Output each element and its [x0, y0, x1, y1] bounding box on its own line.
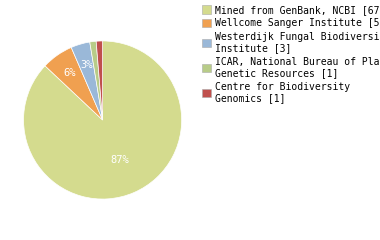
Wedge shape [24, 41, 182, 199]
Wedge shape [90, 41, 103, 120]
Legend: Mined from GenBank, NCBI [67], Wellcome Sanger Institute [5], Westerdijk Fungal : Mined from GenBank, NCBI [67], Wellcome … [203, 5, 380, 103]
Text: 87%: 87% [111, 155, 129, 165]
Wedge shape [71, 42, 103, 120]
Text: 6%: 6% [64, 68, 76, 78]
Wedge shape [96, 41, 103, 120]
Text: 3%: 3% [80, 60, 93, 70]
Wedge shape [45, 48, 103, 120]
